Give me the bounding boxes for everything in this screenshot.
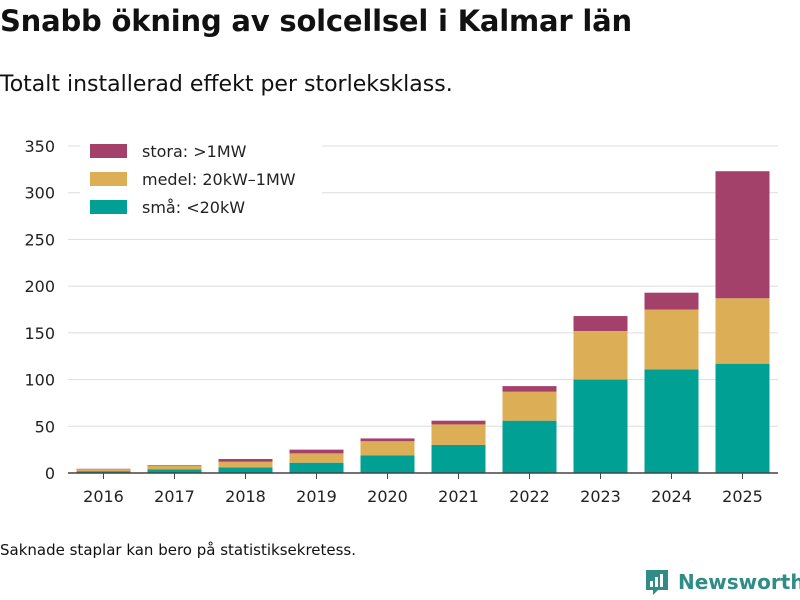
bar-segment[interactable] (502, 420, 557, 473)
bar-segment[interactable] (644, 309, 699, 370)
chart-title: Snabb ökning av solcellsel i Kalmar län (0, 4, 632, 38)
bar-segment[interactable] (76, 471, 131, 473)
x-tick-label: 2016 (83, 487, 124, 506)
newsworthy-logo-icon (646, 570, 668, 595)
brand-logo: Newsworthy (644, 568, 800, 596)
y-tick-label: 350 (24, 137, 55, 156)
bar-segment[interactable] (218, 461, 273, 468)
x-tick-label: 2021 (438, 487, 479, 506)
legend-label[interactable]: medel: 20kW–1MW (142, 170, 296, 189)
x-tick-label: 2020 (367, 487, 408, 506)
bar-segment[interactable] (431, 420, 486, 425)
bar-segment[interactable] (715, 363, 770, 473)
legend: stora: >1MW medel: 20kW–1MW små: <20kW (80, 142, 322, 228)
bar-segment[interactable] (360, 455, 415, 473)
bar-segment[interactable] (360, 438, 415, 442)
legend-swatch[interactable] (90, 200, 127, 214)
bar-segment[interactable] (431, 444, 486, 473)
y-tick-label: 250 (24, 230, 55, 249)
legend-swatch[interactable] (90, 172, 127, 186)
x-tick-label: 2025 (722, 487, 763, 506)
bar-segment[interactable] (573, 330, 628, 380)
bar-segment[interactable] (644, 292, 699, 310)
x-tick-label: 2017 (154, 487, 195, 506)
bar-segment[interactable] (147, 465, 202, 470)
x-tick-label: 2018 (225, 487, 266, 506)
legend-swatch[interactable] (90, 144, 127, 158)
axes: 0 50 100 150 200 250 300 350 2016 2017 2018 2019 202… (24, 137, 778, 506)
bar-segment[interactable] (289, 453, 344, 463)
bars (76, 171, 770, 473)
chart-subtitle: Totalt installerad effekt per storlekskl… (0, 72, 453, 97)
bar-segment[interactable] (502, 391, 557, 421)
y-tick-label: 300 (24, 184, 55, 203)
legend-label[interactable]: små: <20kW (142, 198, 245, 217)
x-tick-label: 2019 (296, 487, 337, 506)
bar-segment[interactable] (715, 298, 770, 364)
bar-segment[interactable] (289, 462, 344, 473)
bar-segment[interactable] (218, 467, 273, 473)
x-tick-label: 2022 (509, 487, 550, 506)
y-tick-label: 200 (24, 277, 55, 296)
bar-segment[interactable] (147, 469, 202, 473)
bar-segment[interactable] (218, 458, 273, 462)
bar-segment[interactable] (76, 469, 131, 472)
legend-label[interactable]: stora: >1MW (142, 142, 247, 161)
y-tick-label: 0 (45, 464, 55, 483)
x-tick-label: 2023 (580, 487, 621, 506)
stacked-bar-chart: 0 50 100 150 200 250 300 350 2016 2017 2018 2019 202… (24, 137, 778, 506)
footnote: Saknade staplar kan bero på statistiksek… (0, 541, 357, 559)
x-tick-label: 2024 (651, 487, 692, 506)
bar-segment[interactable] (573, 316, 628, 331)
bar-segment[interactable] (360, 441, 415, 456)
bar-segment[interactable] (644, 369, 699, 473)
y-tick-label: 50 (35, 417, 55, 436)
bar-segment[interactable] (715, 171, 770, 299)
bar-segment[interactable] (573, 379, 628, 473)
bar-segment[interactable] (289, 449, 344, 454)
y-tick-label: 150 (24, 324, 55, 343)
y-tick-label: 100 (24, 371, 55, 390)
bar-segment[interactable] (431, 424, 486, 445)
bar-segment[interactable] (502, 386, 557, 392)
brand-name: Newsworthy (678, 570, 800, 594)
